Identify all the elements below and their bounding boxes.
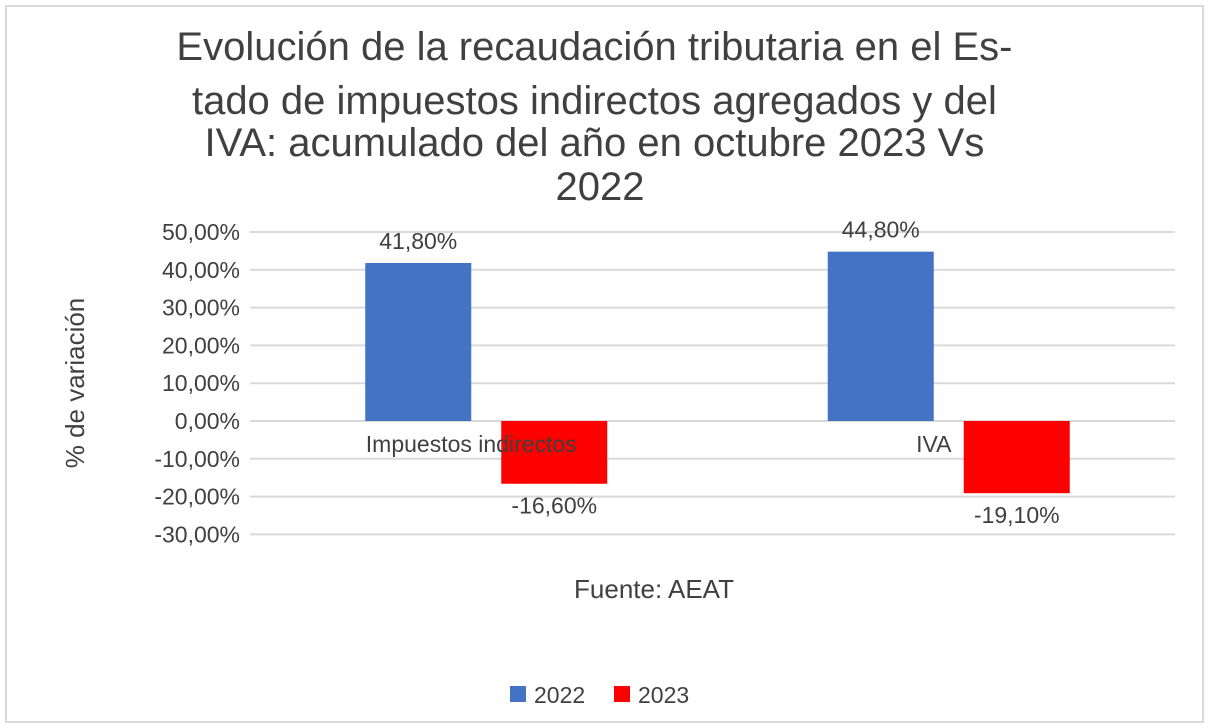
y-tick-label: -30,00% — [154, 521, 240, 547]
chart-border — [5, 5, 1204, 723]
y-tick-label: -10,00% — [154, 446, 240, 472]
data-label: 41,80% — [379, 228, 457, 254]
legend-label: 2022 — [534, 682, 585, 708]
y-tick-label: 30,00% — [162, 295, 240, 321]
legend-swatch-2023 — [614, 686, 630, 702]
category-label: Impuestos indirectos — [366, 431, 577, 457]
y-tick-label: 20,00% — [162, 332, 240, 358]
y-tick-label: 0,00% — [175, 408, 240, 434]
category-label: IVA — [916, 431, 952, 457]
legend-swatch-2022 — [510, 686, 526, 702]
y-tick-label: 50,00% — [162, 219, 240, 245]
data-label: -16,60% — [511, 493, 597, 519]
data-label: 44,80% — [842, 217, 920, 243]
y-tick-label: -20,00% — [154, 484, 240, 510]
chart-title: Evolución de la recaudación tributaria e… — [176, 25, 1023, 209]
y-axis-label: % de variación — [60, 298, 90, 469]
bar-2022 — [827, 251, 934, 421]
data-label: -19,10% — [974, 502, 1060, 528]
x-axis-label: Fuente: AEAT — [574, 574, 734, 604]
bar-2023 — [501, 421, 608, 484]
legend-label: 2023 — [638, 682, 689, 708]
bar-2022 — [365, 262, 472, 421]
bar-2023 — [963, 421, 1070, 494]
y-tick-label: 40,00% — [162, 257, 240, 283]
y-tick-label: 10,00% — [162, 370, 240, 396]
